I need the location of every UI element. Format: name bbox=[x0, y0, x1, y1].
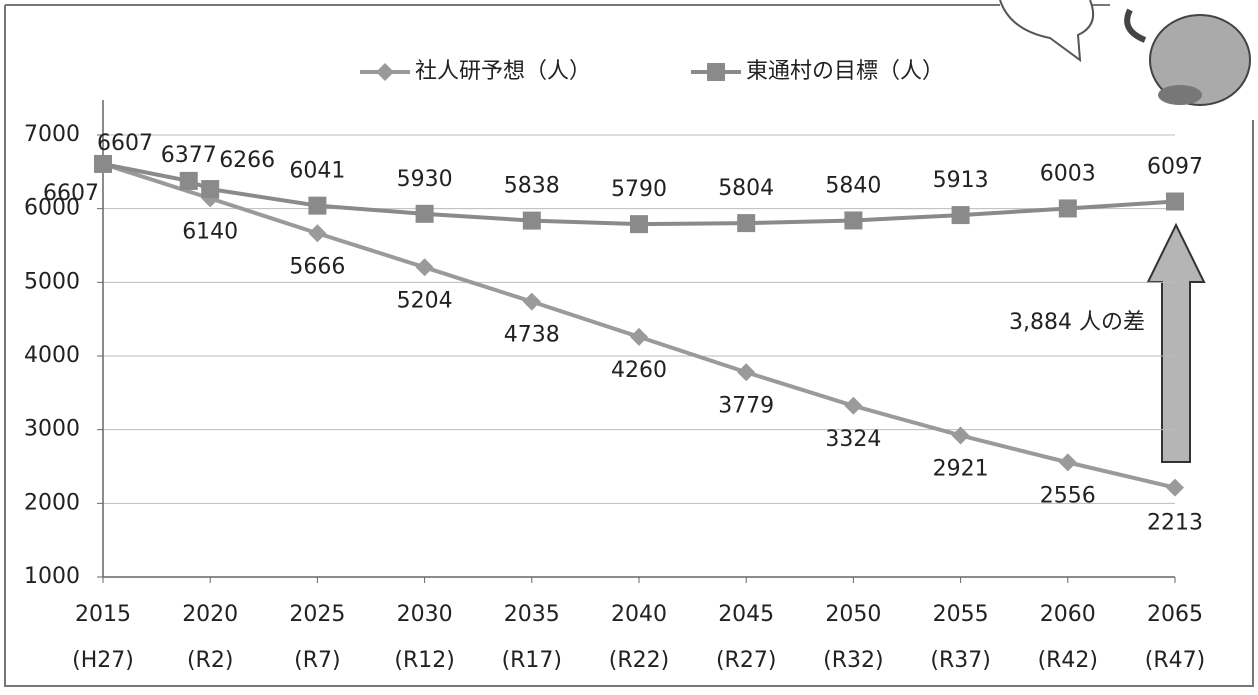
marker bbox=[308, 224, 326, 242]
data-label: 5913 bbox=[933, 168, 989, 193]
mascot bbox=[1127, 10, 1250, 105]
x-tick-label: 2015 bbox=[75, 602, 131, 627]
data-label: 6377 bbox=[161, 143, 217, 168]
data-label: 2921 bbox=[933, 456, 989, 481]
x-tick-sublabel: (R27) bbox=[716, 648, 776, 673]
marker bbox=[952, 206, 970, 224]
data-label: 6607 bbox=[97, 131, 153, 156]
data-label: 5666 bbox=[289, 254, 345, 279]
x-tick-label: 2050 bbox=[825, 602, 881, 627]
x-tick-sublabel: (R22) bbox=[609, 648, 669, 673]
annotation: 3,884 人の差 bbox=[1009, 310, 1145, 335]
x-tick-label: 2060 bbox=[1040, 602, 1096, 627]
y-tick-label: 1000 bbox=[24, 564, 80, 589]
data-label: 6140 bbox=[182, 219, 238, 244]
marker bbox=[1059, 453, 1077, 471]
marker bbox=[94, 155, 112, 173]
y-tick-label: 3000 bbox=[24, 417, 80, 442]
marker bbox=[1166, 479, 1184, 497]
speech-bubble bbox=[1000, 0, 1093, 60]
y-tick-label: 2000 bbox=[24, 490, 80, 515]
y-tick-label: 5000 bbox=[24, 269, 80, 294]
data-label: 5840 bbox=[825, 173, 881, 198]
legend-marker bbox=[376, 63, 394, 81]
data-label: 6041 bbox=[289, 159, 345, 184]
x-tick-label: 2035 bbox=[504, 602, 560, 627]
x-tick-sublabel: (H27) bbox=[72, 648, 134, 673]
marker bbox=[737, 214, 755, 232]
marker bbox=[416, 205, 434, 223]
marker bbox=[737, 363, 755, 381]
data-label: 5804 bbox=[718, 176, 774, 201]
x-tick-label: 2020 bbox=[182, 602, 238, 627]
x-tick-label: 2030 bbox=[397, 602, 453, 627]
x-tick-label: 2025 bbox=[289, 602, 345, 627]
marker bbox=[844, 211, 862, 229]
data-label: 6003 bbox=[1040, 161, 1096, 186]
marker bbox=[1166, 193, 1184, 211]
data-label: 3324 bbox=[825, 427, 881, 452]
marker bbox=[1059, 199, 1077, 217]
x-tick-label: 2055 bbox=[933, 602, 989, 627]
data-label: 4738 bbox=[504, 323, 560, 348]
data-label: 6097 bbox=[1147, 155, 1203, 180]
legend-label: 東通村の目標（人） bbox=[746, 59, 944, 84]
x-tick-sublabel: (R42) bbox=[1038, 648, 1098, 673]
data-label: 6266 bbox=[219, 148, 275, 173]
legend-item: 社人研予想（人） bbox=[360, 59, 591, 84]
y-tick-label: 4000 bbox=[24, 343, 80, 368]
x-tick-sublabel: (R32) bbox=[823, 648, 883, 673]
data-label: 5204 bbox=[397, 288, 453, 313]
y-tick-label: 7000 bbox=[24, 122, 80, 147]
data-label: 5838 bbox=[504, 174, 560, 199]
marker bbox=[416, 258, 434, 276]
data-label: 5930 bbox=[397, 167, 453, 192]
x-tick-sublabel: (R37) bbox=[930, 648, 990, 673]
x-tick-sublabel: (R17) bbox=[502, 648, 562, 673]
legend-label: 社人研予想（人） bbox=[415, 59, 591, 84]
data-label: 4260 bbox=[611, 358, 667, 383]
data-label: 2213 bbox=[1147, 511, 1203, 536]
data-label: 5790 bbox=[611, 177, 667, 202]
marker bbox=[180, 172, 198, 190]
data-label: 2556 bbox=[1040, 483, 1096, 508]
difference-arrow bbox=[1148, 225, 1204, 462]
marker bbox=[844, 397, 862, 415]
x-tick-label: 2065 bbox=[1147, 602, 1203, 627]
legend-marker bbox=[707, 63, 725, 81]
chart: 3,884 人の差 100020003000400050006000700020… bbox=[0, 0, 1258, 691]
marker bbox=[308, 197, 326, 215]
x-tick-sublabel: (R47) bbox=[1145, 648, 1205, 673]
frame bbox=[5, 5, 1253, 686]
data-label: 6607 bbox=[43, 181, 99, 206]
marker bbox=[630, 328, 648, 346]
marker bbox=[201, 180, 219, 198]
marker bbox=[523, 293, 541, 311]
marker bbox=[630, 215, 648, 233]
x-tick-sublabel: (R2) bbox=[187, 648, 233, 673]
x-tick-label: 2045 bbox=[718, 602, 774, 627]
x-tick-label: 2040 bbox=[611, 602, 667, 627]
x-tick-sublabel: (R12) bbox=[394, 648, 454, 673]
x-tick-sublabel: (R7) bbox=[294, 648, 340, 673]
marker bbox=[523, 212, 541, 230]
data-label: 3779 bbox=[718, 393, 774, 418]
legend-item: 東通村の目標（人） bbox=[691, 59, 944, 84]
